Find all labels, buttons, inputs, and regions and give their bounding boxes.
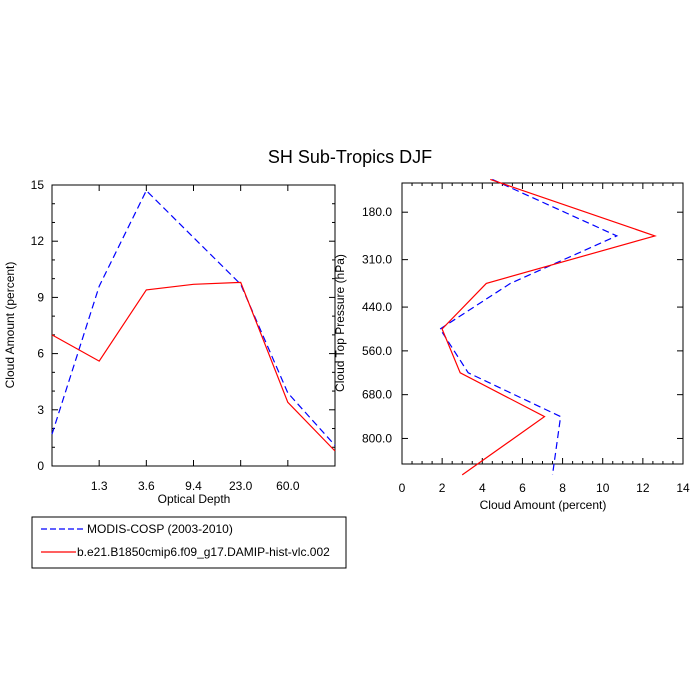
left-y-tick-label: 9: [37, 290, 44, 304]
left-y-tick-label: 3: [37, 403, 44, 417]
legend-label-obs: MODIS-COSP (2003-2010): [87, 522, 233, 536]
right-x-tick-label: 4: [479, 481, 486, 495]
right-x-tick-label: 12: [636, 481, 650, 495]
right-x-axis-label: Cloud Amount (percent): [480, 498, 607, 512]
right-y-tick-label: 800.0: [362, 431, 392, 445]
right-y-tick-label: 680.0: [362, 388, 392, 402]
right-x-tick-label: 8: [559, 481, 566, 495]
left-y-tick-label: 0: [37, 459, 44, 473]
left-series-model-line: [51, 281, 336, 452]
legend-label-model: b.e21.B1850cmip6.f09_g17.DAMIP-hist-vlc.…: [77, 545, 330, 559]
figure-title: SH Sub-Tropics DJF: [268, 147, 432, 167]
right-series-obs-line: [439, 178, 619, 475]
left-series-obs-line: [51, 189, 336, 446]
right-x-tick-label: 14: [676, 481, 690, 495]
right-y-tick-label: 560.0: [362, 344, 392, 358]
legend-box: [31, 516, 347, 569]
right-x-tick-label: 0: [399, 481, 406, 495]
left-x-tick-label: 23.0: [229, 479, 253, 493]
right-x-tick-label: 2: [439, 481, 446, 495]
right-y-axis-label: Cloud Top Pressure (hPa): [333, 254, 347, 392]
left-x-tick-label: 1.3: [91, 479, 108, 493]
left-x-tick-label: 60.0: [276, 479, 300, 493]
left-x-tick-label: 9.4: [185, 479, 202, 493]
right-y-tick-label: 440.0: [362, 300, 392, 314]
left-y-tick-label: 12: [31, 234, 45, 248]
left-x-axis-label: Optical Depth: [158, 492, 231, 506]
cloud-top-pressure-panel: 0 2 4 6 8 10 12 14 180.0 310.0 440.0 560.0 680.0 800.…: [333, 178, 690, 512]
right-x-tick-label: 10: [596, 481, 610, 495]
left-plot-frame: [51, 184, 336, 467]
right-y-tick-label: 180.0: [362, 205, 392, 219]
left-y-tick-label: 15: [31, 178, 45, 192]
right-series-model-line: [441, 178, 657, 476]
right-x-tick-label: 6: [519, 481, 526, 495]
left-y-axis-label: Cloud Amount (percent): [3, 262, 17, 389]
legend: MODIS-COSP (2003-2010) b.e21.B1850cmip6.…: [31, 516, 347, 569]
right-plot-frame: [401, 182, 684, 465]
right-y-tick-label: 310.0: [362, 253, 392, 267]
left-y-tick-label: 6: [37, 347, 44, 361]
left-x-tick-label: 3.6: [138, 479, 155, 493]
